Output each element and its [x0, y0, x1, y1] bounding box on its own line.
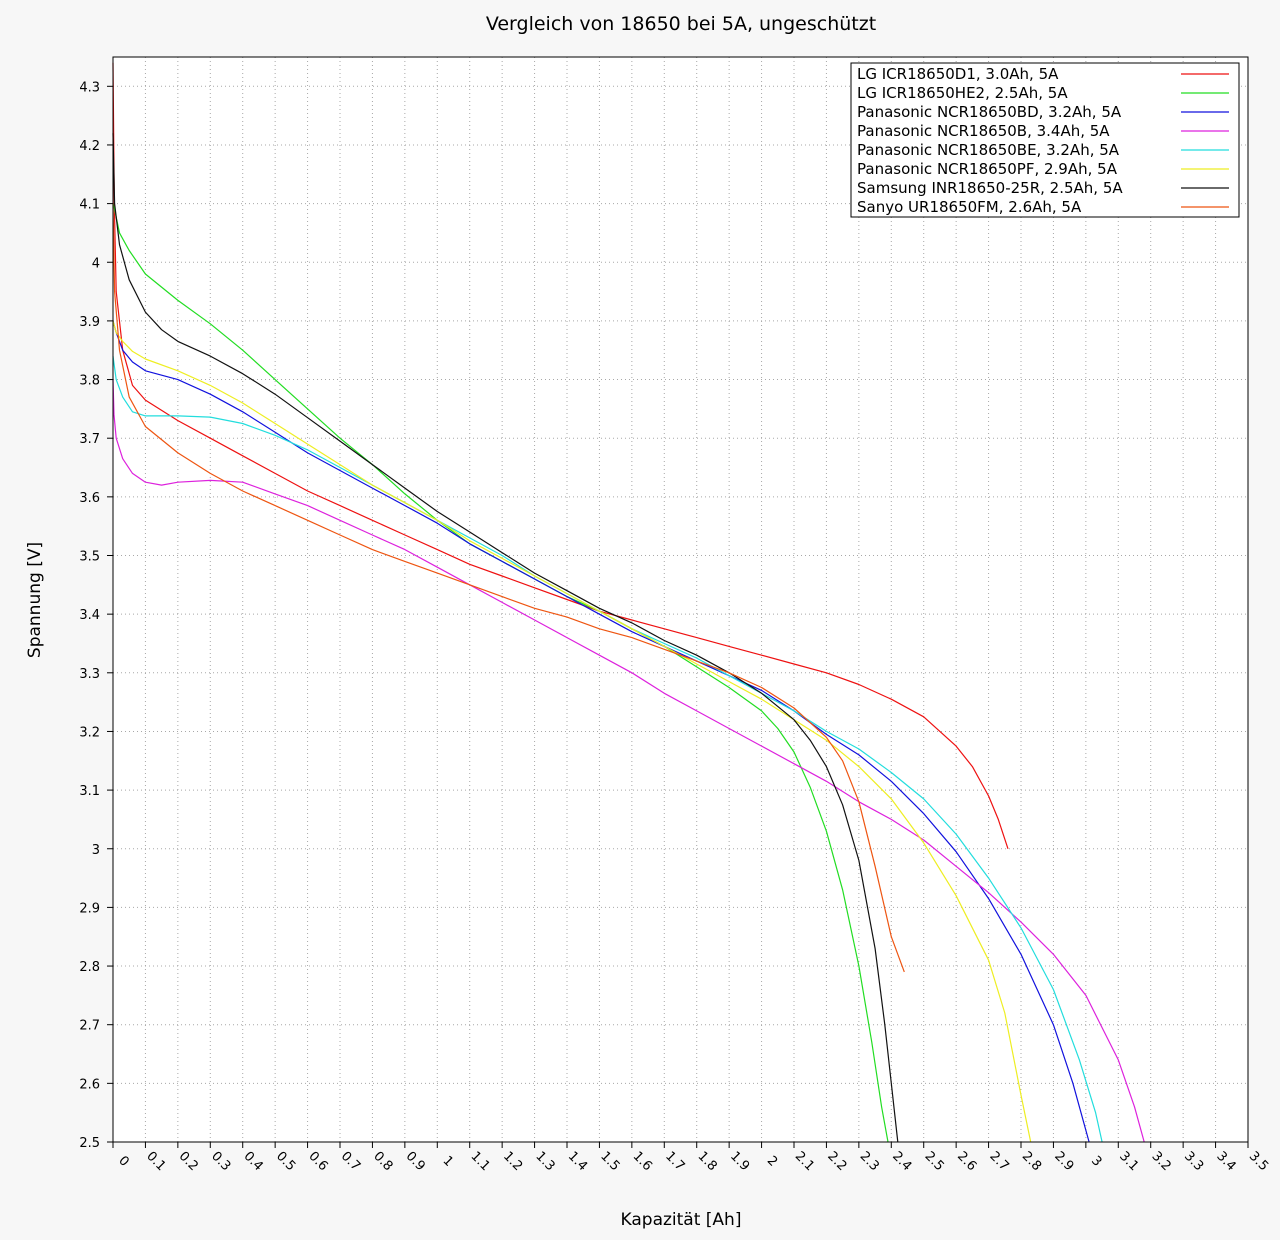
x-tick-label: 2.1 — [792, 1149, 817, 1174]
y-tick-label: 3.1 — [79, 784, 100, 799]
x-tick-label: 2.5 — [922, 1149, 947, 1174]
x-tick-label: 3.3 — [1181, 1149, 1206, 1174]
y-tick-label: 3.3 — [79, 667, 100, 682]
x-tick-label: 3 — [1088, 1153, 1104, 1169]
x-tick-label: 3.1 — [1116, 1149, 1141, 1174]
legend-label: Panasonic NCR18650B, 3.4Ah, 5A — [857, 122, 1110, 140]
plot-frame — [112, 56, 1249, 1143]
series-line — [112, 379, 1145, 1143]
x-tick-label: 2.3 — [857, 1149, 882, 1174]
x-tick-label: 2.6 — [954, 1149, 979, 1174]
plot-area — [113, 57, 1248, 1142]
y-tick-label: 3.4 — [79, 608, 100, 623]
x-tick-label: 0.2 — [176, 1149, 201, 1174]
legend-box — [850, 62, 1240, 218]
x-tick-label: 1.6 — [630, 1149, 655, 1174]
x-tick-label: 3.2 — [1149, 1149, 1174, 1174]
x-tick-label: 3.4 — [1213, 1149, 1238, 1174]
x-tick-label: 0.4 — [241, 1149, 266, 1174]
x-tick-label: 2.8 — [1019, 1149, 1044, 1174]
legend-label: LG ICR18650D1, 3.0Ah, 5A — [857, 65, 1059, 83]
x-tick-label: 1.5 — [597, 1149, 622, 1174]
x-tick-label: 0.8 — [370, 1149, 395, 1174]
grid — [113, 57, 1248, 1142]
x-tick-label: 0.9 — [403, 1149, 428, 1174]
legend-label: Panasonic NCR18650PF, 2.9Ah, 5A — [857, 160, 1118, 178]
x-tick-label: 0.3 — [208, 1149, 233, 1174]
y-tick-label: 2.8 — [79, 960, 100, 975]
x-axis-label: Kapazität [Ah] — [621, 1210, 742, 1230]
x-tick-label: 2.4 — [889, 1149, 914, 1174]
x-tick-label: 2.2 — [824, 1149, 849, 1174]
y-tick-label: 3.9 — [79, 315, 100, 330]
x-tick-label: 0 — [115, 1153, 131, 1169]
x-tick-label: 2.7 — [986, 1149, 1011, 1174]
x-tick-label: 1.7 — [662, 1149, 687, 1174]
series-line — [112, 203, 905, 973]
y-tick-label: 4.3 — [79, 80, 100, 95]
x-tick-label: 0.1 — [143, 1149, 168, 1174]
x-tick-label: 2.9 — [1051, 1149, 1076, 1174]
x-tick-label: 1 — [440, 1153, 456, 1169]
y-tick-label: 3.2 — [79, 725, 100, 740]
x-tick-label: 1.1 — [468, 1149, 493, 1174]
x-tick-label: 1.9 — [727, 1149, 752, 1174]
x-tick-label: 1.2 — [500, 1149, 525, 1174]
x-tick-label: 0.5 — [273, 1149, 298, 1174]
y-tick-label: 2.6 — [79, 1077, 100, 1092]
x-tick-label: 0.7 — [338, 1149, 363, 1174]
y-tick-label: 2.7 — [79, 1019, 100, 1034]
x-tick-label: 1.3 — [532, 1149, 557, 1174]
x-tick-label: 2 — [764, 1153, 780, 1169]
x-tick-label: 1.8 — [695, 1149, 720, 1174]
series-line — [112, 320, 1032, 1143]
legend-label: Samsung INR18650-25R, 2.5Ah, 5A — [857, 179, 1123, 197]
x-tick-label: 0.6 — [305, 1149, 330, 1174]
series-line — [112, 62, 1009, 849]
legend-label: Sanyo UR18650FM, 2.6Ah, 5A — [857, 198, 1082, 216]
y-tick-label: 4.2 — [79, 139, 100, 154]
series-line — [112, 133, 899, 1143]
y-axis-label: Spannung [V] — [25, 542, 45, 658]
series-lines — [112, 62, 1145, 1143]
x-axis-ticks: 0 0.1 0.2 0.3 0.4 0.5 0.6 0.7 0.8 0.9 1 1.1 1.2 1.3 1.… — [112, 1142, 1271, 1174]
y-tick-label: 3.7 — [79, 432, 100, 447]
y-axis-ticks: 2.5 2.6 2.7 2.8 2.9 3 3.1 3.2 3.3 3.4 3.5 3.6 3.7 3.8… — [79, 80, 113, 1151]
legend-label: Panasonic NCR18650BE, 3.2Ah, 5A — [857, 141, 1120, 159]
y-tick-label: 2.9 — [79, 901, 100, 916]
x-tick-label: 1.4 — [565, 1149, 590, 1174]
y-tick-label: 3 — [92, 843, 100, 858]
legend-label: Panasonic NCR18650BD, 3.2Ah, 5A — [857, 103, 1122, 121]
legend-label: LG ICR18650HE2, 2.5Ah, 5A — [857, 84, 1068, 102]
y-tick-label: 4.1 — [79, 198, 100, 213]
y-tick-label: 3.5 — [79, 550, 100, 565]
y-tick-label: 2.5 — [79, 1136, 100, 1151]
y-tick-label: 3.6 — [79, 491, 100, 506]
y-tick-label: 3.8 — [79, 374, 100, 389]
y-tick-label: 4 — [92, 256, 100, 271]
x-tick-label: 3.5 — [1246, 1149, 1271, 1174]
series-line — [112, 320, 1090, 1143]
chart-title: Vergleich von 18650 bei 5A, ungeschützt — [486, 13, 876, 35]
